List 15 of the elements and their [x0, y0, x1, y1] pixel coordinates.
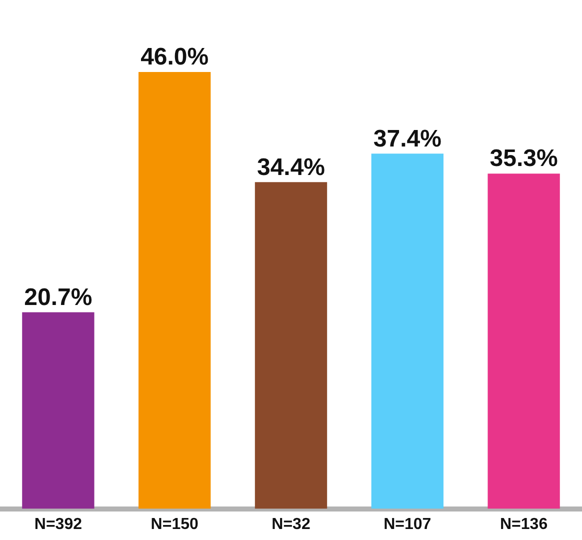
data-label: 37.4%: [373, 125, 442, 152]
data-label: 35.3%: [490, 145, 558, 172]
bar: [138, 72, 211, 509]
bar: [22, 312, 94, 509]
x-tick-label: N=136: [500, 516, 548, 533]
data-label: 46.0%: [140, 44, 209, 71]
x-tick-label: N=107: [384, 516, 432, 533]
data-label: 34.4%: [256, 154, 326, 181]
x-tick-label: N=392: [34, 516, 82, 533]
bar: [488, 174, 560, 509]
bar: [371, 154, 444, 509]
data-label: 20.7%: [24, 284, 92, 311]
x-tick-label: N=150: [150, 516, 198, 533]
x-tick-label: N=32: [272, 516, 310, 533]
bar: [254, 182, 328, 509]
